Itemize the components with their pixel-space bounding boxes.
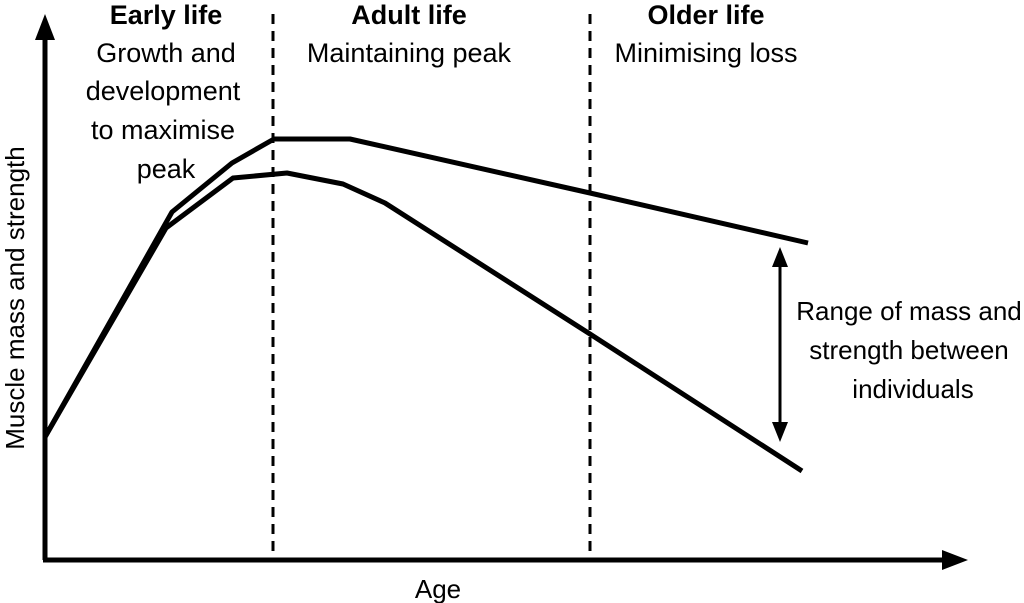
- x-axis-label: Age: [415, 574, 461, 603]
- range-annotation-line-1: Range of mass and: [796, 296, 1021, 326]
- phase-desc-early-line-1: Growth and: [96, 38, 236, 68]
- phase-title-older: Older life: [647, 0, 764, 30]
- range-annotation-line-3: individuals: [852, 374, 973, 404]
- phase-desc-older: Minimising loss: [614, 38, 797, 68]
- range-arrow-head-bottom: [772, 422, 788, 442]
- upper-range-line: [42, 136, 809, 439]
- y-axis-label: Muscle mass and strength: [0, 146, 30, 449]
- lower-range-line: [42, 170, 804, 474]
- phase-desc-early-line-3: to maximise: [91, 115, 235, 145]
- phase-desc-early-line-4: peak: [137, 154, 196, 184]
- phase-title-early: Early life: [110, 0, 223, 30]
- phase-title-adult: Adult life: [351, 0, 467, 30]
- phase-desc-early-line-2: development: [86, 76, 241, 106]
- y-axis-arrowhead: [35, 14, 55, 40]
- range-annotation-line-2: strength between: [809, 335, 1008, 365]
- range-arrow-head-top: [772, 247, 788, 267]
- x-axis-arrowhead: [942, 550, 968, 570]
- phase-desc-adult: Maintaining peak: [307, 38, 512, 68]
